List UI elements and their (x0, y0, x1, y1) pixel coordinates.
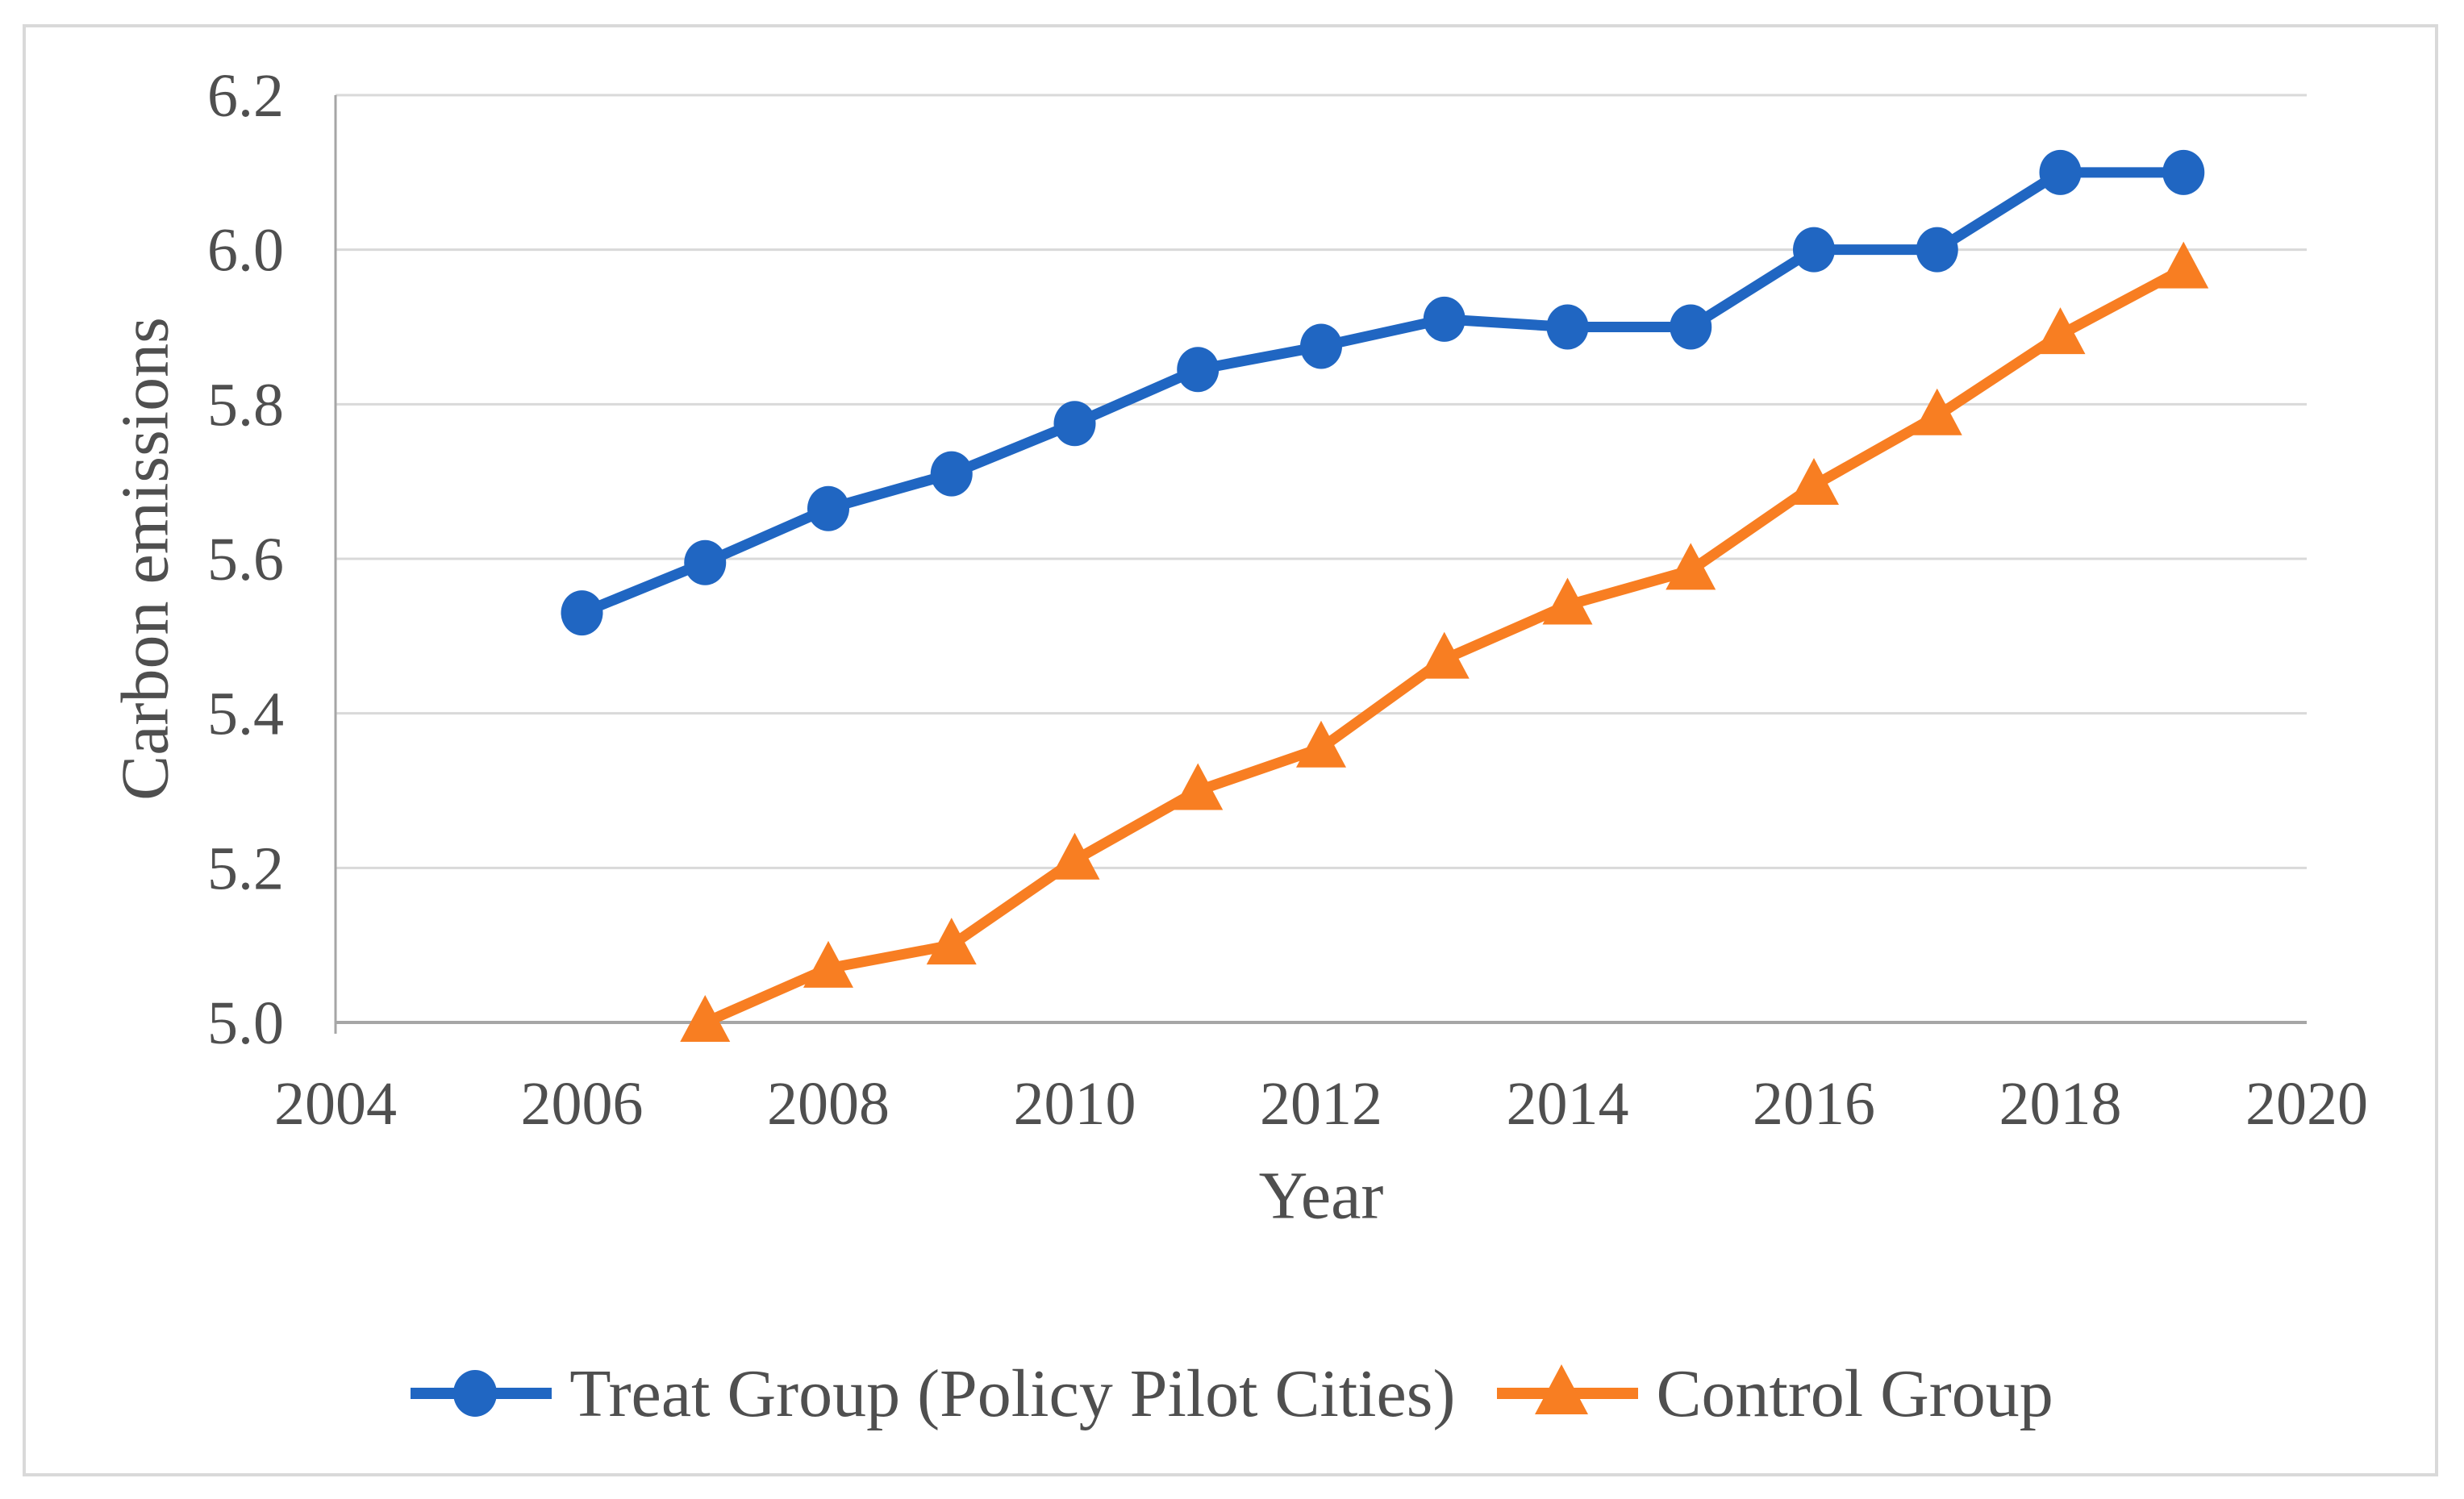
data-point-marker (1049, 832, 1100, 880)
data-point-marker (803, 940, 853, 988)
data-point-marker (1423, 296, 1465, 342)
data-point-marker (2158, 241, 2209, 289)
y-axis-title: Carbon emissions (107, 317, 183, 801)
data-point-marker (684, 539, 727, 585)
data-point-marker (1300, 323, 1342, 369)
data-point-marker (2035, 307, 2086, 355)
data-point-marker (1173, 763, 1224, 810)
x-axis-title: Year (1258, 1158, 1384, 1234)
data-point-marker (2039, 149, 2082, 195)
x-tick-label: 2008 (767, 1070, 890, 1138)
y-tick-label: 6.0 (207, 217, 284, 285)
legend-label-control-group: Control Group (1656, 1355, 2053, 1431)
data-point-marker (2162, 149, 2205, 195)
y-tick-label: 5.4 (207, 681, 284, 748)
x-tick-label: 2014 (1507, 1070, 1629, 1138)
x-tick-label: 2020 (2245, 1070, 2368, 1138)
legend-label-treat-group: Treat Group (Policy Pilot Cities) (569, 1355, 1456, 1431)
y-tick-label: 5.8 (207, 371, 284, 439)
legend-swatch-triangle-icon (1497, 1364, 1639, 1414)
x-tick-label: 2010 (1014, 1070, 1136, 1138)
legend-swatch-circle-icon (411, 1370, 552, 1417)
x-tick-label: 2018 (1999, 1070, 2122, 1138)
x-tick-label: 2012 (1260, 1070, 1382, 1138)
data-point-marker (807, 485, 849, 531)
data-point-marker (930, 451, 973, 497)
data-point-marker (680, 995, 731, 1042)
data-point-marker (1419, 631, 1470, 679)
x-tick-label: 2016 (1753, 1070, 1875, 1138)
data-point-marker (1912, 388, 1962, 435)
data-point-marker (1789, 457, 1839, 505)
data-point-marker (1053, 401, 1096, 447)
y-tick-label: 5.0 (207, 989, 284, 1057)
data-point-marker (1542, 577, 1593, 625)
data-point-marker (1296, 720, 1346, 768)
data-point-marker (561, 590, 603, 636)
y-tick-label: 6.2 (207, 62, 284, 130)
x-tick-label: 2004 (274, 1070, 397, 1138)
x-tick-label: 2006 (521, 1070, 644, 1138)
data-point-marker (1177, 347, 1219, 393)
data-point-marker (1916, 227, 1958, 273)
y-tick-label: 5.6 (207, 526, 284, 593)
y-tick-label: 5.2 (207, 835, 284, 902)
data-point-marker (1546, 304, 1589, 350)
legend-item-control-group: Control Group (1497, 1345, 2053, 1442)
data-point-marker (926, 918, 977, 965)
legend: Treat Group (Policy Pilot Cities) Contro… (0, 1345, 2464, 1442)
legend-item-treat-group: Treat Group (Policy Pilot Cities) (411, 1345, 1455, 1442)
data-point-marker (1670, 304, 1712, 350)
data-point-marker (1666, 543, 1716, 590)
data-point-marker (1793, 227, 1835, 273)
